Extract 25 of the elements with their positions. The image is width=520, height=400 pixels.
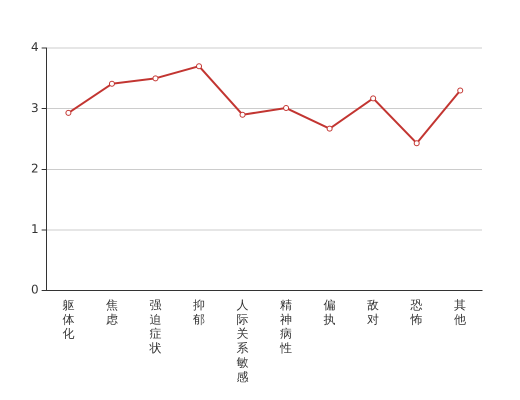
x-tick-label: 恐怖 bbox=[410, 298, 423, 326]
point bbox=[108, 80, 115, 87]
point bbox=[65, 110, 72, 116]
x-tick-label: 人际关系敏感 bbox=[236, 298, 249, 384]
point bbox=[326, 126, 333, 132]
point bbox=[152, 75, 158, 82]
y-tick-label: 4 bbox=[30, 40, 39, 54]
x-tick-label: 偏执 bbox=[324, 298, 336, 326]
y-tick-label: 3 bbox=[30, 100, 39, 115]
x-tick-label: 其他 bbox=[454, 298, 466, 326]
point bbox=[283, 105, 290, 112]
x-tick-label: 躯体化 bbox=[62, 298, 74, 341]
x-tick-label: 抑郁 bbox=[193, 298, 206, 326]
x-tick-label: 强迫症状 bbox=[148, 298, 162, 356]
x-tick-label: 精神病性 bbox=[279, 298, 292, 356]
point bbox=[240, 112, 246, 118]
x-tick-label: 敌对 bbox=[367, 298, 380, 326]
point bbox=[370, 95, 376, 102]
y-tick-label: 1 bbox=[30, 222, 39, 236]
x-tick-label: 焦虑 bbox=[106, 298, 118, 326]
point bbox=[414, 140, 420, 146]
point bbox=[196, 63, 202, 70]
point bbox=[457, 87, 464, 94]
y-tick-label: 2 bbox=[30, 161, 39, 176]
y-tick-label: 0 bbox=[30, 282, 39, 297]
